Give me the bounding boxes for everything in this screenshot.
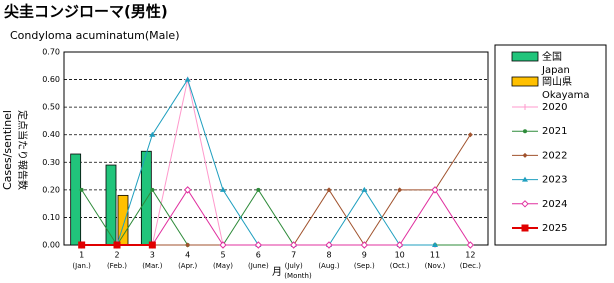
point	[184, 76, 191, 82]
legend-marker	[522, 104, 528, 110]
point	[219, 241, 227, 249]
point	[148, 241, 156, 249]
y-tick-label: 0.40	[42, 130, 60, 139]
legend-label: 全国	[542, 50, 562, 63]
legend-label: 2020	[542, 102, 567, 113]
x-tick-sublabel: (Jan.)	[72, 262, 91, 270]
x-tick-label: 8	[326, 251, 331, 260]
point	[467, 132, 473, 138]
x-tick-sublabel: (Oct.)	[390, 262, 410, 270]
x-tick-label: 11	[430, 251, 440, 260]
legend-marker	[522, 152, 528, 158]
legend-label: 2025	[542, 223, 567, 234]
x-tick-label: 5	[220, 251, 225, 260]
legend-label: 2024	[542, 199, 567, 210]
point	[254, 241, 263, 249]
point	[185, 242, 191, 248]
y-tick-label: 0.60	[42, 75, 60, 84]
y-tick-label: 0.20	[42, 185, 60, 194]
legend-marker	[521, 200, 529, 208]
y-tick-label: 0.70	[42, 48, 60, 57]
y-tick-label: 0.00	[42, 241, 60, 250]
legend-marker	[521, 224, 529, 232]
x-tick-label: 10	[395, 251, 405, 260]
legend-marker	[523, 129, 527, 134]
x-tick-label: 2	[114, 251, 119, 260]
x-tick-label: 7	[291, 251, 296, 260]
legend-label: 2021	[542, 126, 567, 137]
point	[220, 186, 226, 192]
legend-box	[494, 44, 607, 246]
x-axis-label-en: (Month)	[284, 272, 312, 280]
point	[432, 242, 438, 247]
y-axis-label-ja: 定点当たり報告数	[16, 110, 29, 190]
x-tick-sublabel: (Nov.)	[425, 262, 446, 270]
point	[79, 187, 84, 192]
x-tick-label: 9	[362, 251, 367, 260]
point	[466, 241, 475, 249]
bar	[70, 153, 82, 246]
x-tick-label: 12	[465, 251, 475, 260]
y-tick-label: 0.10	[42, 213, 60, 222]
legend-label: 岡山県	[542, 76, 572, 88]
point	[326, 187, 332, 193]
legend-label-en: Okayama	[542, 90, 590, 101]
legend-label: 2022	[542, 150, 567, 161]
legend-marker	[522, 176, 528, 182]
point	[113, 241, 121, 249]
y-tick-label: 0.50	[42, 103, 60, 112]
x-tick-sublabel: (May)	[213, 262, 233, 270]
x-tick-label: 3	[150, 251, 155, 260]
x-tick-sublabel: (June)	[248, 262, 269, 270]
legend-swatch	[511, 51, 539, 62]
legend-label: 2023	[542, 175, 567, 186]
x-tick-sublabel: (Sep.)	[354, 262, 375, 270]
x-tick-sublabel: (Apr.)	[178, 262, 197, 270]
x-tick-sublabel: (July)	[285, 262, 303, 270]
point	[395, 241, 404, 249]
point	[256, 187, 261, 192]
chart-title: 尖圭コンジローマ(男性)	[4, 3, 168, 21]
x-axis-label: 月	[272, 266, 282, 278]
point	[78, 241, 86, 249]
point	[150, 187, 155, 192]
x-tick-sublabel: (Mar.)	[142, 262, 163, 270]
legend-label-en: Japan	[541, 65, 570, 76]
point	[431, 186, 439, 194]
bar	[105, 164, 117, 246]
point	[149, 131, 156, 137]
y-tick-label: 0.30	[42, 158, 60, 167]
chart-subtitle: Condyloma acuminatum(Male)	[10, 29, 180, 42]
point	[289, 241, 298, 249]
point	[325, 241, 333, 249]
point	[397, 187, 403, 193]
x-tick-sublabel: (Dec.)	[460, 262, 482, 270]
x-tick-label: 4	[185, 251, 190, 260]
x-tick-sublabel: (Feb.)	[107, 262, 127, 270]
point	[361, 186, 368, 192]
y-axis-label: Cases/sentinel	[1, 110, 14, 190]
x-tick-label: 6	[256, 251, 261, 260]
x-tick-label: 1	[79, 251, 84, 260]
x-tick-sublabel: (Aug.)	[318, 262, 340, 270]
point	[183, 186, 192, 194]
point	[360, 241, 369, 249]
legend-swatch	[511, 76, 539, 87]
